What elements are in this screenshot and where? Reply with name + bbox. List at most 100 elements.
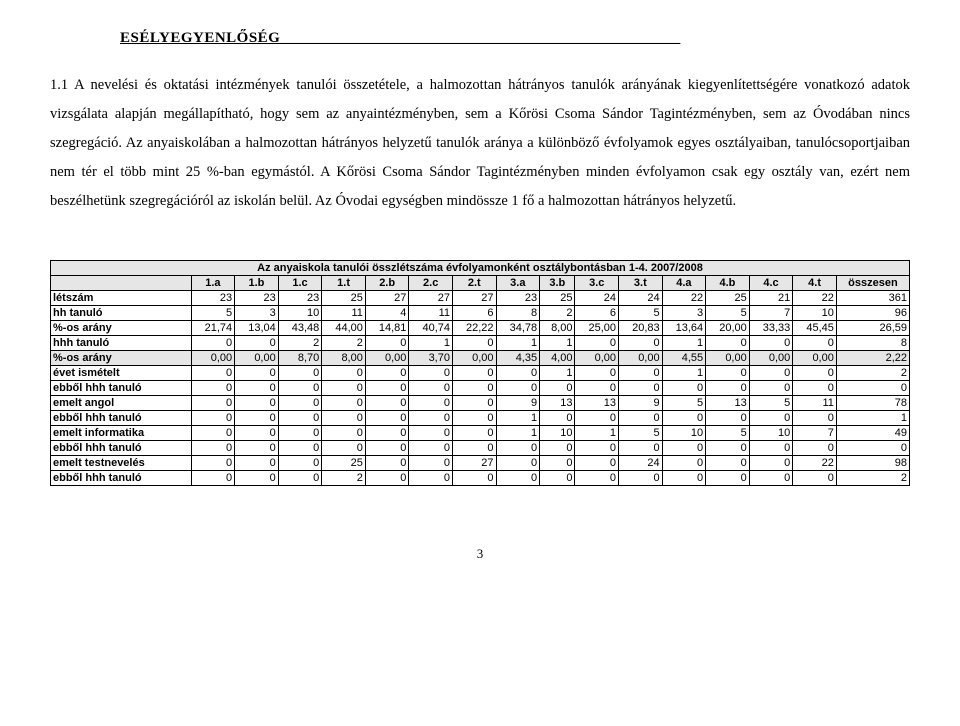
table-cell: 0,00 (706, 351, 750, 366)
table-row: %-os arány0,000,008,708,000,003,700,004,… (51, 351, 910, 366)
table-cell: 0 (191, 471, 235, 486)
table-cell: 0 (365, 411, 409, 426)
col-header: 3.b (540, 276, 575, 291)
col-header: 1.b (235, 276, 279, 291)
table-cell: 23 (278, 291, 322, 306)
table-cell: 13,04 (235, 321, 279, 336)
table-cell: 0 (278, 396, 322, 411)
table-cell: 4,55 (662, 351, 706, 366)
table-cell: 1 (496, 336, 540, 351)
table-cell: 45,45 (793, 321, 837, 336)
table-cell: 2 (540, 306, 575, 321)
table-cell: 0 (235, 366, 279, 381)
table-cell: 2 (322, 471, 366, 486)
table-cell: 0 (191, 441, 235, 456)
table-cell: 22 (793, 291, 837, 306)
row-label: ebből hhh tanuló (51, 471, 192, 486)
table-cell: 0 (322, 411, 366, 426)
table-cell: 0 (452, 471, 496, 486)
table-cell: 5 (706, 426, 750, 441)
table-cell: 0 (662, 456, 706, 471)
table-cell: 10 (793, 306, 837, 321)
table-cell: 25 (322, 291, 366, 306)
table-cell: 1 (575, 426, 619, 441)
col-header: 4.b (706, 276, 750, 291)
table-cell: 22 (793, 456, 837, 471)
row-label: hh tanuló (51, 306, 192, 321)
table-row: %-os arány21,7413,0443,4844,0014,8140,74… (51, 321, 910, 336)
table-cell: 6 (452, 306, 496, 321)
table-row: hhh tanuló0022010110010008 (51, 336, 910, 351)
table-cell: 0 (191, 426, 235, 441)
table-cell: 0 (540, 471, 575, 486)
table-cell: 0 (235, 381, 279, 396)
table-cell: 10 (540, 426, 575, 441)
table-cell: 0 (191, 381, 235, 396)
table-cell: 0 (452, 411, 496, 426)
data-table-wrap: Az anyaiskola tanulói összlétszáma évfol… (50, 260, 910, 486)
table-cell: 0 (365, 396, 409, 411)
table-cell: 0 (619, 471, 663, 486)
table-cell: 0 (749, 456, 793, 471)
table-cell: 5 (619, 306, 663, 321)
row-label: emelt angol (51, 396, 192, 411)
table-cell: 0 (191, 336, 235, 351)
table-cell: 0 (496, 366, 540, 381)
col-header: 1.t (322, 276, 366, 291)
table-cell: 5 (191, 306, 235, 321)
table-cell: 0 (749, 381, 793, 396)
table-cell: 4,35 (496, 351, 540, 366)
table-cell: 0 (191, 396, 235, 411)
table-cell: 0 (540, 411, 575, 426)
table-cell: 0 (836, 381, 909, 396)
table-cell: 0 (706, 456, 750, 471)
table-body: létszám232323252727272325242422252122361… (51, 291, 910, 486)
table-cell: 0 (365, 381, 409, 396)
body-paragraph: 1.1 A nevelési és oktatási intézmények t… (50, 71, 910, 216)
table-cell: 21,74 (191, 321, 235, 336)
table-cell: 13 (575, 396, 619, 411)
table-cell: 8,00 (322, 351, 366, 366)
table-cell: 0 (706, 441, 750, 456)
table-row: ebből hhh tanuló0000000100000001 (51, 411, 910, 426)
table-cell: 0 (706, 336, 750, 351)
row-label: létszám (51, 291, 192, 306)
table-cell: 0 (278, 456, 322, 471)
table-cell: 11 (322, 306, 366, 321)
table-cell: 1 (662, 366, 706, 381)
table-cell: 0 (662, 441, 706, 456)
table-cell: 3 (662, 306, 706, 321)
table-cell: 1 (836, 411, 909, 426)
table-cell: 0 (452, 441, 496, 456)
table-cell: 361 (836, 291, 909, 306)
table-cell: 13,64 (662, 321, 706, 336)
table-cell: 0 (235, 411, 279, 426)
table-cell: 8 (496, 306, 540, 321)
table-cell: 0 (540, 441, 575, 456)
table-cell: 0 (575, 381, 619, 396)
table-cell: 0,00 (575, 351, 619, 366)
table-cell: 0 (793, 381, 837, 396)
table-cell: 8 (836, 336, 909, 351)
table-cell: 0 (409, 426, 453, 441)
table-cell: 0,00 (793, 351, 837, 366)
table-cell: 24 (575, 291, 619, 306)
table-cell: 20,00 (706, 321, 750, 336)
table-cell: 10 (278, 306, 322, 321)
col-header: 2.t (452, 276, 496, 291)
col-header: 2.b (365, 276, 409, 291)
table-cell: 0 (619, 441, 663, 456)
table-cell: 5 (749, 396, 793, 411)
table-cell: 0 (575, 336, 619, 351)
table-cell: 23 (235, 291, 279, 306)
table-row: hh tanuló531011411682653571096 (51, 306, 910, 321)
table-cell: 13 (706, 396, 750, 411)
row-label: ebből hhh tanuló (51, 411, 192, 426)
table-cell: 0 (365, 471, 409, 486)
table-cell: 78 (836, 396, 909, 411)
table-cell: 24 (619, 456, 663, 471)
table-cell: 0,00 (749, 351, 793, 366)
table-cell: 0 (575, 471, 619, 486)
row-label: emelt informatika (51, 426, 192, 441)
table-cell: 0 (322, 426, 366, 441)
